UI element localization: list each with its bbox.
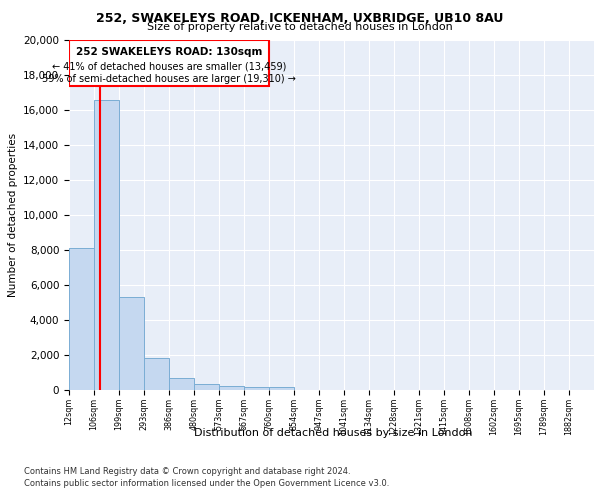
Text: Size of property relative to detached houses in London: Size of property relative to detached ho… [147,22,453,32]
Bar [169,378,194,390]
Text: 252, SWAKELEYS ROAD, ICKENHAM, UXBRIDGE, UB10 8AU: 252, SWAKELEYS ROAD, ICKENHAM, UXBRIDGE,… [97,12,503,26]
Text: 252 SWAKELEYS ROAD: 130sqm: 252 SWAKELEYS ROAD: 130sqm [76,47,262,57]
Text: Contains HM Land Registry data © Crown copyright and database right 2024.: Contains HM Land Registry data © Crown c… [24,468,350,476]
Bar [119,297,144,390]
Text: 59% of semi-detached houses are larger (19,310) →: 59% of semi-detached houses are larger (… [42,74,296,84]
Bar [144,358,169,390]
Text: ← 41% of detached houses are smaller (13,459): ← 41% of detached houses are smaller (13… [52,61,286,71]
Bar [194,384,219,390]
Y-axis label: Number of detached properties: Number of detached properties [8,133,17,297]
Bar [94,100,119,390]
Text: Contains public sector information licensed under the Open Government Licence v3: Contains public sector information licen… [24,479,389,488]
Text: Distribution of detached houses by size in London: Distribution of detached houses by size … [194,428,472,438]
FancyBboxPatch shape [69,40,269,86]
Bar [269,387,294,390]
Bar [219,386,244,390]
Bar [244,386,269,390]
Bar [69,248,94,390]
